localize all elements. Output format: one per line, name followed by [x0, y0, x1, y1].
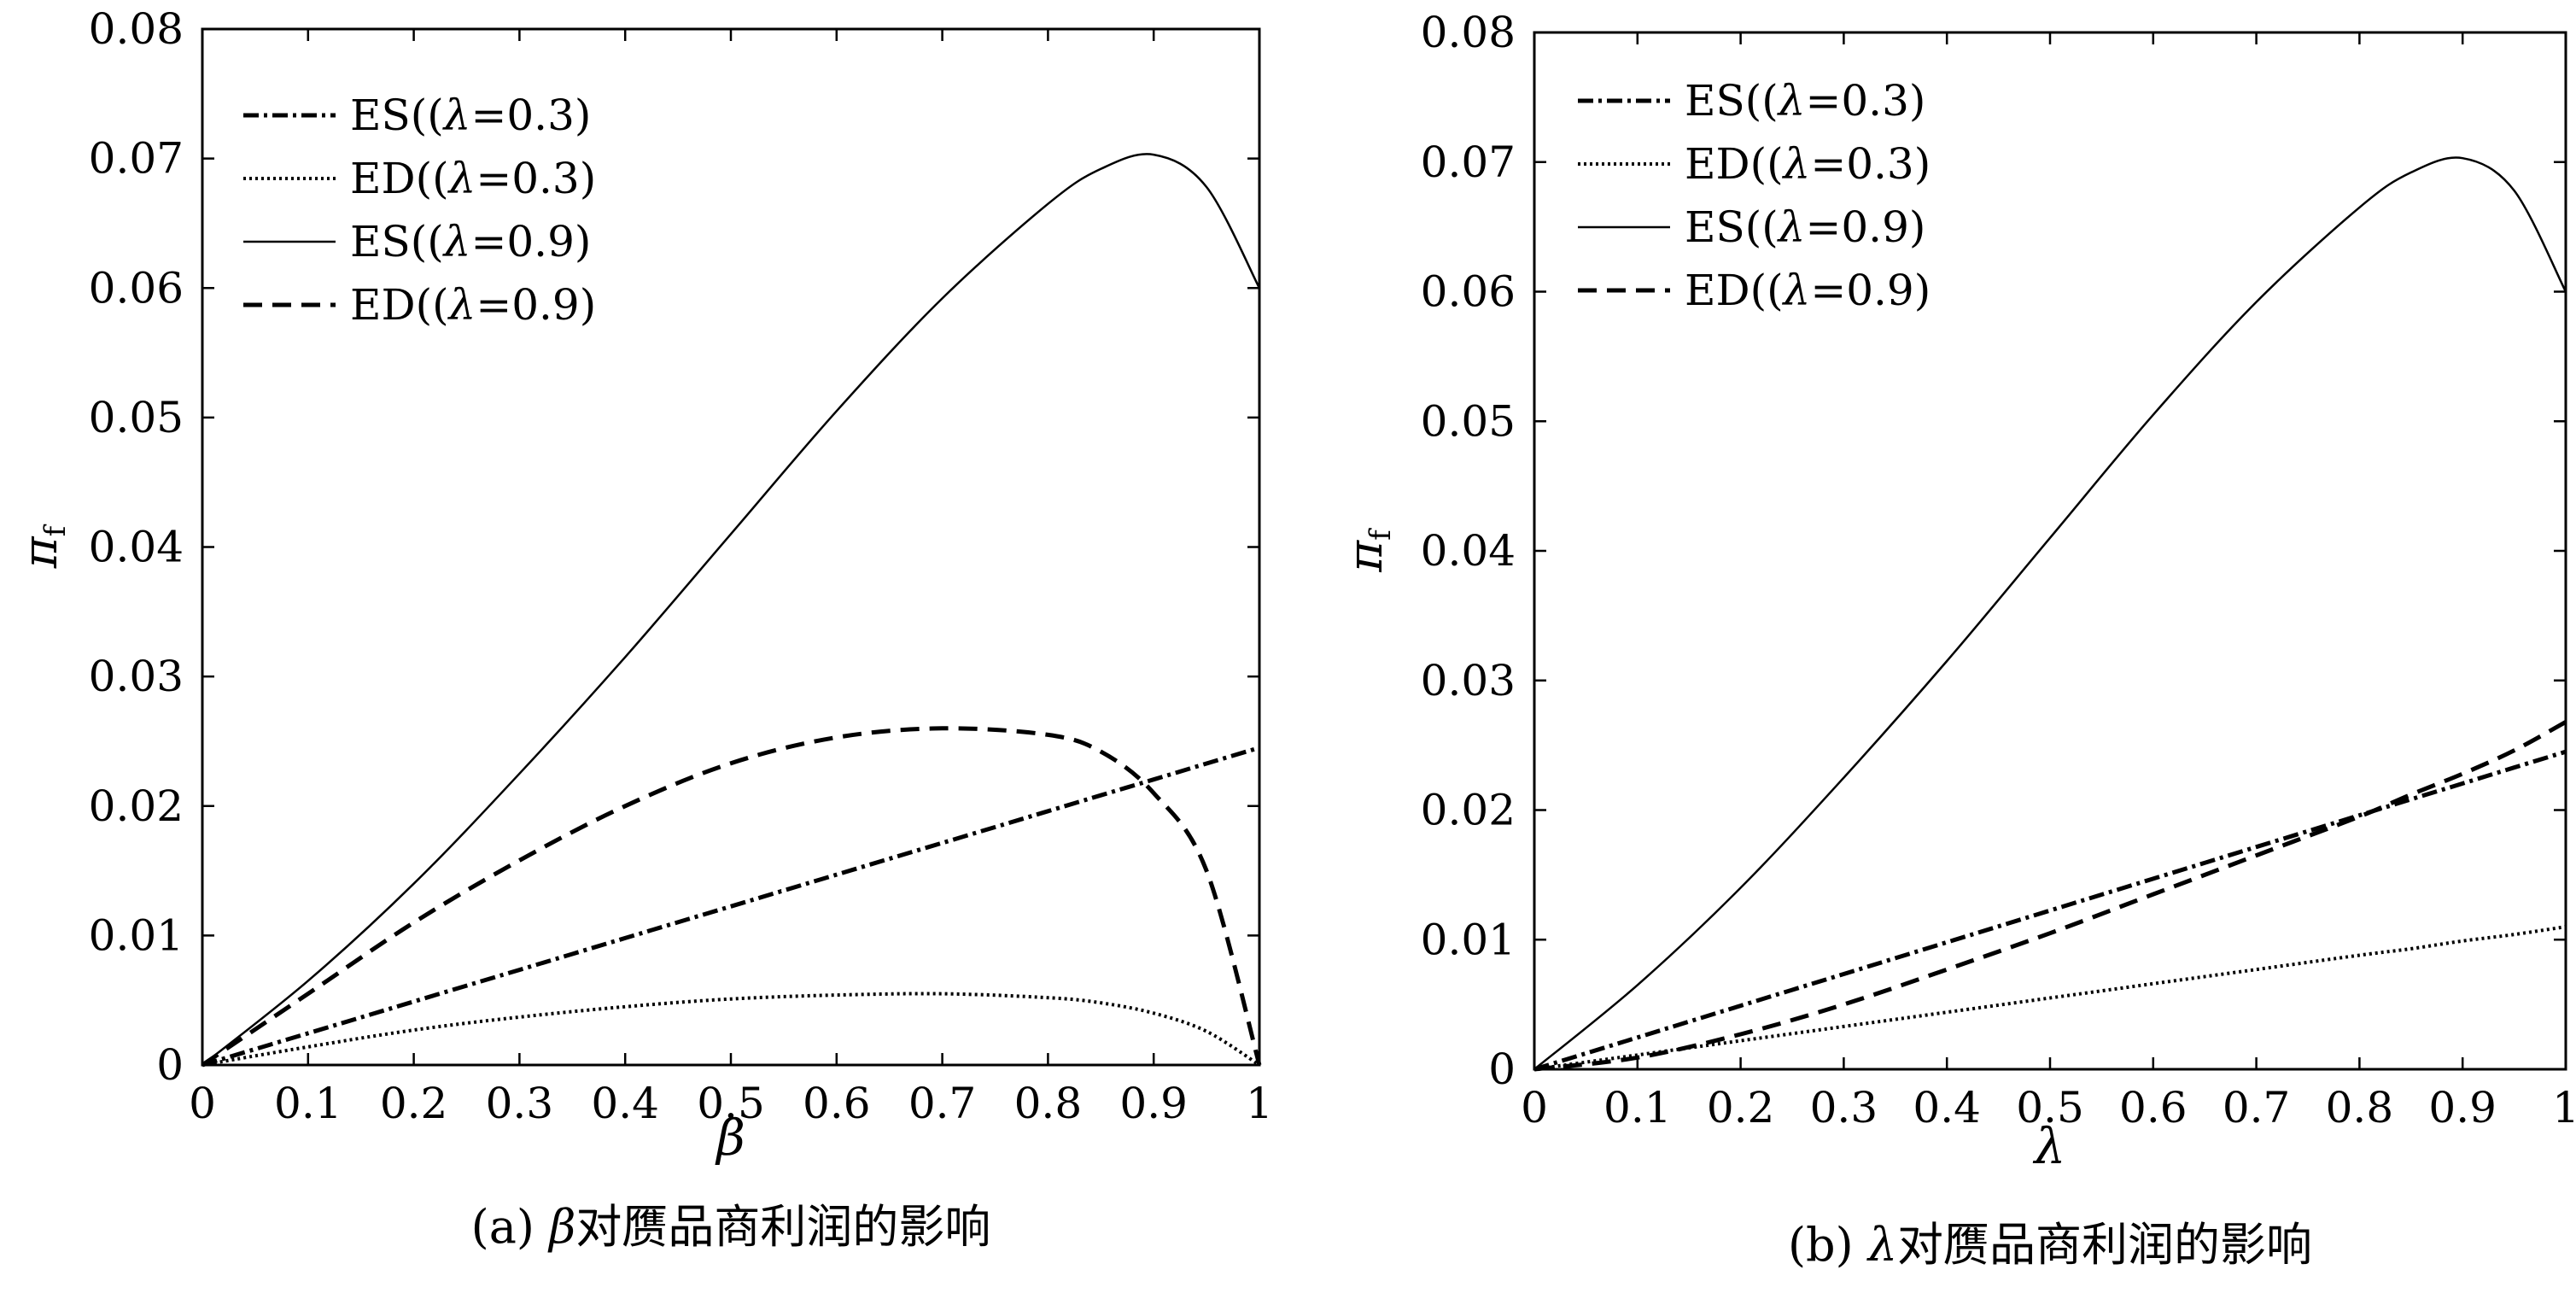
- legend-label: ED((λ=0.9): [350, 280, 596, 330]
- x-tick-label: 0.5: [697, 1079, 765, 1128]
- figure-caption: (b) λ对赝品商利润的影响: [1788, 1218, 2312, 1272]
- x-tick-label: 0.5: [2016, 1083, 2084, 1132]
- y-tick-label: 0.03: [1421, 656, 1516, 705]
- x-tick-label: 0.7: [2223, 1083, 2291, 1132]
- series-line-2: [202, 992, 1261, 1067]
- x-tick-label: 0.4: [1913, 1083, 1981, 1132]
- y-tick-label: 0.02: [1421, 786, 1516, 835]
- y-tick-label: 0.04: [89, 523, 184, 572]
- legend-label: ED((λ=0.9): [1685, 266, 1931, 315]
- y-tick-label: 0.01: [1421, 915, 1516, 964]
- y-tick-label: 0.02: [89, 781, 184, 831]
- series-line-1: [1533, 749, 2567, 1072]
- x-tick-label: 0.4: [591, 1079, 659, 1128]
- series-line-1: [202, 746, 1260, 1068]
- y-tick-label: 0.05: [89, 393, 184, 442]
- x-tick-label: 0: [189, 1079, 216, 1128]
- y-tick-label: 0.05: [1421, 396, 1516, 446]
- series-line-3: [202, 153, 1261, 1066]
- x-tick-label: 0.8: [1014, 1079, 1083, 1128]
- figure-caption: (a) β对赝品商利润的影响: [471, 1200, 991, 1254]
- y-tick-label: 0.06: [89, 263, 184, 313]
- legend-label: ES((λ=0.3): [350, 91, 591, 140]
- x-tick-label: 0.6: [2119, 1083, 2188, 1132]
- series-line-2: [1533, 925, 2567, 1071]
- x-tick-label: 0: [1521, 1083, 1548, 1132]
- series-line-4: [201, 726, 1262, 1068]
- y-tick-label: 0.06: [1421, 267, 1516, 317]
- y-axis-label: πf: [1338, 528, 1398, 573]
- y-tick-label: 0: [156, 1040, 184, 1090]
- y-tick-label: 0.08: [1421, 8, 1516, 57]
- panel-a: 0 0.1 0.2 0.3 0.4 0.5 0.6 0.7 0.8 0.9 1 0 0.01 0.02 0.…: [13, 4, 1273, 1254]
- panel-b: 0 0.1 0.2 0.3 0.4 0.5 0.6 0.7 0.8 0.9 1 0 0.01 0.02 0.…: [1338, 8, 2576, 1272]
- y-tick-label: 0.03: [89, 652, 184, 701]
- legend-label: ES((λ=0.3): [1685, 76, 1925, 126]
- x-tick-label: 0.9: [2428, 1083, 2497, 1132]
- legend-label: ES((λ=0.9): [1685, 202, 1925, 252]
- series-line-4: [1533, 720, 2567, 1072]
- y-tick-label: 0.07: [1421, 138, 1516, 187]
- y-tick-label: 0.07: [89, 134, 184, 184]
- x-tick-label: 1: [2552, 1083, 2576, 1132]
- x-tick-label: 0.9: [1119, 1079, 1188, 1128]
- x-tick-label: 0.1: [274, 1079, 342, 1128]
- x-tick-label: 0.2: [1707, 1083, 1775, 1132]
- series-line-3: [1533, 156, 2567, 1070]
- x-tick-label: 0.3: [486, 1079, 554, 1128]
- x-tick-label: 0.3: [1810, 1083, 1878, 1132]
- y-tick-label: 0: [1488, 1044, 1516, 1094]
- x-tick-label: 1: [1246, 1079, 1273, 1128]
- y-tick-label: 0.04: [1421, 526, 1516, 576]
- legend-label: ED((λ=0.3): [1685, 139, 1931, 189]
- y-tick-label: 0.01: [89, 910, 184, 960]
- x-tick-label: 0.2: [380, 1079, 448, 1128]
- x-axis-label: β: [715, 1109, 745, 1167]
- x-tick-label: 0.8: [2326, 1083, 2394, 1132]
- legend-label: ES((λ=0.9): [350, 217, 591, 266]
- x-tick-label: 0.6: [803, 1079, 871, 1128]
- y-tick-label: 0.08: [89, 4, 184, 54]
- x-tick-label: 0.7: [908, 1079, 977, 1128]
- x-tick-label: 0.1: [1603, 1083, 1672, 1132]
- legend-label: ED((λ=0.3): [350, 154, 596, 203]
- x-axis-label: λ: [2033, 1117, 2066, 1175]
- y-axis-label: πf: [13, 524, 73, 569]
